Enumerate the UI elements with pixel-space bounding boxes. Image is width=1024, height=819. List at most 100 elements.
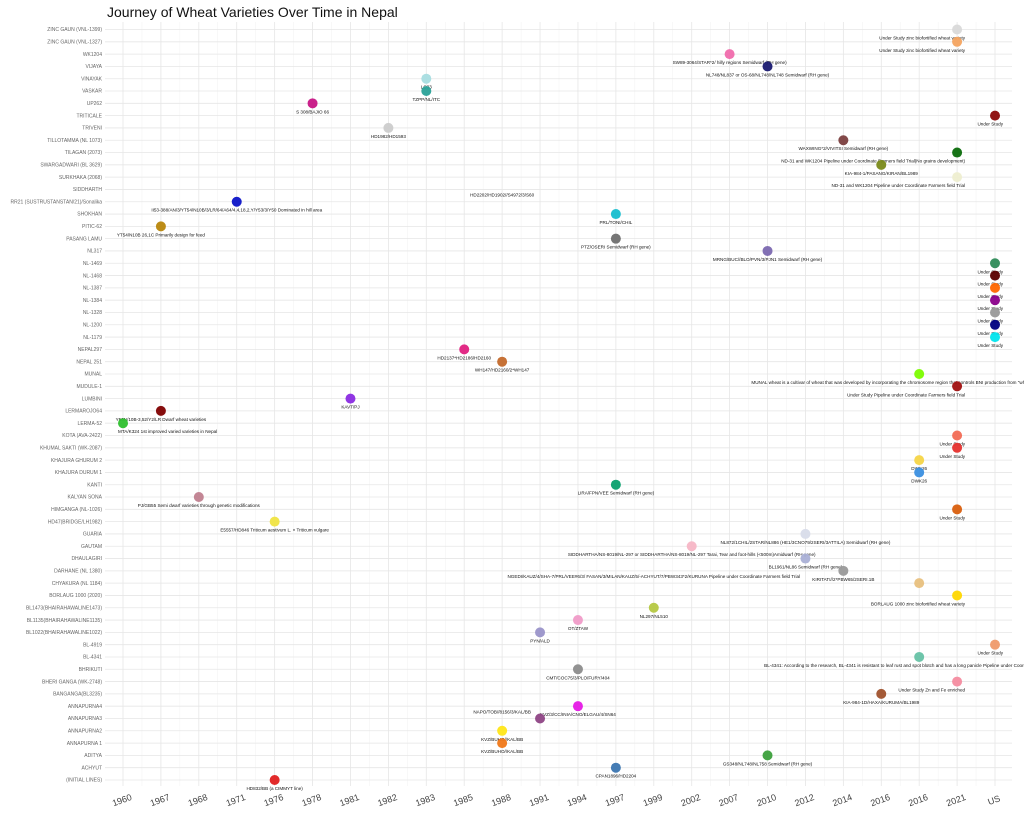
y-tick-label: KOTA (AVA-2422) — [62, 433, 102, 439]
data-point — [535, 627, 546, 638]
y-tick-label: BORLAUG 1000 (2020) — [49, 593, 102, 599]
point-label: HD2137*HD2186/HD2160 — [437, 355, 491, 360]
data-point — [155, 221, 166, 232]
point-label: Under Study Pipeline under Coordinate Fa… — [847, 392, 965, 397]
data-point — [421, 86, 432, 97]
data-point — [535, 713, 546, 724]
y-tick-label: CHYAKURA (NL 1184) — [52, 581, 103, 587]
y-tick-label: GAUTAM — [81, 544, 102, 550]
data-point — [421, 73, 432, 84]
y-tick-label: BANGANGA(BL3235) — [53, 692, 102, 698]
point-label: MUNAL wheat is a cultivar of wheat that … — [751, 380, 1024, 385]
point-label: KIA-984-1/PASANG/KIRAN/BL1989 — [845, 171, 919, 176]
data-point — [952, 590, 963, 601]
y-tick-label: LERMAROJO64 — [65, 409, 102, 415]
point-label: BL-4341: According to the research, BL-4… — [764, 663, 1024, 668]
x-tick-label: 1971 — [225, 792, 247, 808]
point-label: Under Study — [977, 269, 1003, 274]
point-label: KAVT/PJ — [341, 405, 359, 410]
data-point — [610, 209, 621, 220]
x-tick-label: 2021 — [945, 792, 967, 808]
point-label: E5557/HD846 Triticum aestivum L. × Triti… — [220, 528, 329, 533]
data-point — [762, 61, 773, 72]
x-tick-label: 1991 — [528, 792, 550, 808]
data-point — [952, 172, 963, 183]
y-tick-label: PITIC-62 — [82, 224, 102, 230]
x-tick-label: 1981 — [338, 792, 360, 808]
data-point — [686, 541, 697, 552]
x-tick-label: 2012 — [793, 792, 815, 808]
y-tick-label: ANNAPURNA 1 — [67, 741, 103, 747]
y-tick-label: UP262 — [87, 101, 103, 107]
chart-title: Journey of Wheat Varieties Over Time in … — [107, 4, 398, 20]
data-point — [914, 455, 925, 466]
y-tick-label: TRIVENI — [82, 126, 102, 132]
data-point — [307, 98, 318, 109]
y-tick-label: BHRIKUTI — [79, 667, 102, 673]
y-tick-label: BHERI GANGA (WK-2748) — [42, 679, 102, 685]
data-point — [497, 725, 508, 736]
data-point — [762, 245, 773, 256]
data-point — [990, 258, 1000, 269]
point-label: OT/ZTAW — [568, 626, 589, 631]
data-point — [459, 344, 470, 355]
data-point — [269, 775, 280, 785]
point-label: BL1961/NL86 Semidwarf (RH gene) — [769, 565, 843, 570]
data-point — [952, 36, 963, 47]
data-point — [990, 332, 1000, 343]
x-tick-label: 1985 — [452, 792, 474, 808]
data-point — [838, 135, 849, 146]
point-label: DWK26 — [911, 478, 927, 483]
data-point — [383, 122, 394, 133]
y-tick-label: BL-4919 — [83, 642, 102, 648]
y-tick-label: NL-1469 — [83, 261, 102, 267]
point-label: KVZ/3/CC/INIA/CNO/ELGAU/4/SN64 — [540, 712, 616, 717]
point-label: Under Study zinc biofortified wheat vari… — [879, 48, 965, 53]
point-label: Under Study — [977, 318, 1003, 323]
point-label: SIDDHARTHA/NS-8019/NL-297 or SIDDHARTHA/… — [568, 552, 816, 557]
x-tick-label: 1988 — [490, 792, 512, 808]
data-point — [610, 233, 621, 244]
point-label: KVZ/BUHO//KAL/BB — [481, 749, 523, 754]
data-point — [876, 159, 887, 170]
y-tick-label: BL1022(BHAIRAHAWALINE1022) — [26, 630, 102, 636]
annotations: Under Study zinc biofortified wheat vari… — [116, 36, 1024, 792]
y-tick-label: VIJAYA — [86, 64, 103, 70]
y-tick-label: MUDULE-1 — [76, 384, 102, 390]
y-tick-label: KHAJURA GHURUM 2 — [51, 458, 102, 464]
y-tick-label: KANTI — [87, 482, 102, 488]
point-label: MRNG/BUC//BLO/PVN/3/PJN1 Semidwarf (RH g… — [713, 257, 823, 262]
y-tick-label: NL-1179 — [83, 335, 102, 341]
data-point — [155, 405, 166, 416]
data-point — [838, 565, 849, 576]
y-tick-label: TILAGAN (2073) — [65, 150, 103, 156]
point-label: Under Study — [977, 122, 1003, 127]
point-label: ND-31 and WK1204 Pipeline under Coordina… — [832, 183, 966, 188]
y-tick-label: SURKHAKA (2068) — [59, 175, 102, 181]
data-point — [990, 319, 1000, 330]
y-tick-label: KHAJURA DURUM 1 — [55, 470, 102, 476]
point-label: NL297/NL510 — [640, 614, 669, 619]
point-label: MTA/K324 1st improved varied varieties i… — [118, 429, 217, 434]
y-tick-label: VINAYAK — [81, 76, 103, 82]
point-label: Under Study — [977, 282, 1003, 287]
y-tick-label: NL317 — [87, 249, 102, 255]
data-point — [990, 295, 1000, 306]
point-label: CPAN1896/HD2204 — [595, 774, 636, 779]
data-point — [990, 282, 1000, 293]
point-label: YT54/N10B 26,1C Primarily design for fee… — [117, 232, 206, 237]
point-label: HD1982/HD1593 — [371, 134, 406, 139]
data-point — [914, 467, 925, 478]
y-tick-label: ACHYUT — [81, 765, 102, 771]
grid-lines — [105, 22, 1012, 786]
point-label: Under Study zinc biofortified wheat vari… — [879, 36, 965, 41]
data-point — [952, 147, 963, 158]
point-label: NL748/NL837 or OS-68/NL748/NL748 Semidwa… — [706, 72, 830, 77]
data-point — [572, 701, 583, 712]
data-points — [118, 24, 1000, 785]
point-label: II53-388/AN/3/YT54/N10B/3/LR/64/A64/4,4,… — [151, 208, 322, 213]
y-tick-label: KHUMAL SAKTI (WK-2087) — [40, 446, 102, 452]
extra-annotation: HD2202/HD1902//S4972/3/S60 — [470, 193, 535, 198]
plot-area — [105, 22, 1012, 786]
point-label: PYN/ALD — [530, 638, 550, 643]
